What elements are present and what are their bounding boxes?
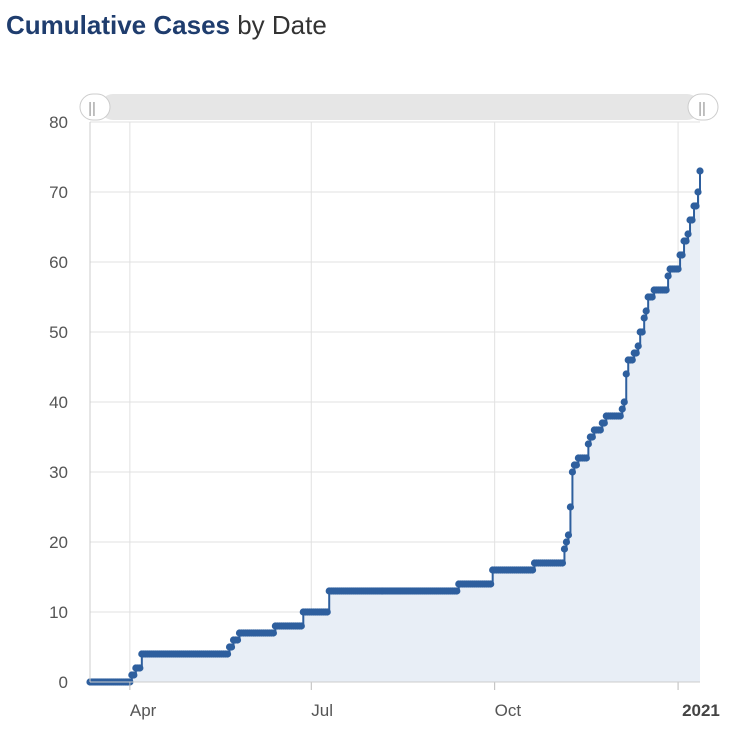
y-tick-label: 60 bbox=[49, 253, 68, 272]
data-point[interactable] bbox=[528, 566, 537, 574]
x-tick-label: Apr bbox=[130, 701, 157, 720]
y-tick-label: 80 bbox=[49, 113, 68, 132]
data-point[interactable] bbox=[688, 216, 696, 224]
data-point[interactable] bbox=[662, 286, 670, 294]
data-point[interactable] bbox=[323, 608, 331, 616]
data-point[interactable] bbox=[600, 419, 608, 427]
data-point[interactable] bbox=[678, 251, 686, 259]
chart-title-main: Cumulative Cases bbox=[6, 10, 230, 40]
data-point[interactable] bbox=[638, 328, 646, 336]
x-tick-label: 2021 bbox=[682, 701, 720, 720]
data-point[interactable] bbox=[572, 461, 581, 469]
data-point[interactable] bbox=[628, 356, 636, 364]
area-fill bbox=[90, 171, 700, 682]
data-point[interactable] bbox=[130, 671, 138, 679]
data-point[interactable] bbox=[596, 426, 604, 434]
series-points bbox=[86, 167, 704, 686]
data-point[interactable] bbox=[233, 636, 242, 644]
navigator-left-handle[interactable] bbox=[79, 93, 111, 121]
data-point[interactable] bbox=[588, 433, 596, 441]
navigator-left-handle-grip[interactable]: || bbox=[88, 100, 96, 117]
data-point[interactable] bbox=[682, 237, 690, 245]
data-point[interactable] bbox=[640, 314, 648, 322]
data-point[interactable] bbox=[584, 440, 592, 448]
data-point[interactable] bbox=[558, 559, 567, 567]
data-point[interactable] bbox=[618, 405, 626, 413]
data-point[interactable] bbox=[568, 468, 577, 476]
data-point[interactable] bbox=[664, 272, 672, 280]
data-point[interactable] bbox=[694, 188, 702, 196]
navigator-scrollbar[interactable]: || || bbox=[79, 93, 719, 121]
data-point[interactable] bbox=[297, 622, 305, 630]
y-tick-label: 70 bbox=[49, 183, 68, 202]
navigator-right-handle-grip[interactable]: || bbox=[698, 100, 706, 117]
data-point[interactable] bbox=[560, 545, 569, 553]
data-point[interactable] bbox=[634, 342, 642, 350]
y-tick-label: 20 bbox=[49, 533, 68, 552]
data-point[interactable] bbox=[674, 265, 682, 273]
axes: 0 10 20 30 40 50 60 70 80 Apr Jul Oct 2021 bbox=[49, 113, 720, 720]
data-point[interactable] bbox=[696, 167, 704, 175]
y-tick-label: 30 bbox=[49, 463, 68, 482]
navigator-track[interactable] bbox=[100, 94, 700, 120]
y-tick-label: 0 bbox=[59, 673, 68, 692]
chart-title-suffix: by Date bbox=[229, 10, 327, 40]
data-point[interactable] bbox=[564, 531, 573, 539]
data-point[interactable] bbox=[632, 349, 640, 357]
data-point[interactable] bbox=[620, 398, 628, 406]
data-point[interactable] bbox=[223, 650, 232, 658]
x-tick-label: Oct bbox=[495, 701, 522, 720]
chart-title: Cumulative Cases by Date bbox=[6, 10, 327, 41]
area-shape bbox=[90, 171, 700, 682]
data-point[interactable] bbox=[269, 629, 277, 637]
y-tick-label: 40 bbox=[49, 393, 68, 412]
data-point[interactable] bbox=[136, 664, 144, 672]
data-point[interactable] bbox=[582, 454, 590, 462]
data-point[interactable] bbox=[487, 580, 495, 588]
data-point[interactable] bbox=[562, 538, 571, 546]
data-point[interactable] bbox=[684, 230, 692, 238]
data-point[interactable] bbox=[622, 370, 630, 378]
y-tick-label: 50 bbox=[49, 323, 68, 342]
navigator-right-handle[interactable] bbox=[687, 93, 719, 121]
data-point[interactable] bbox=[642, 307, 650, 315]
y-tick-label: 10 bbox=[49, 603, 68, 622]
data-point[interactable] bbox=[692, 202, 700, 210]
data-point[interactable] bbox=[566, 503, 575, 511]
x-tick-label: Jul bbox=[311, 701, 333, 720]
data-point[interactable] bbox=[453, 587, 461, 595]
data-point[interactable] bbox=[648, 293, 656, 301]
data-point[interactable] bbox=[616, 412, 624, 420]
grid bbox=[90, 121, 700, 683]
data-point[interactable] bbox=[227, 643, 236, 651]
